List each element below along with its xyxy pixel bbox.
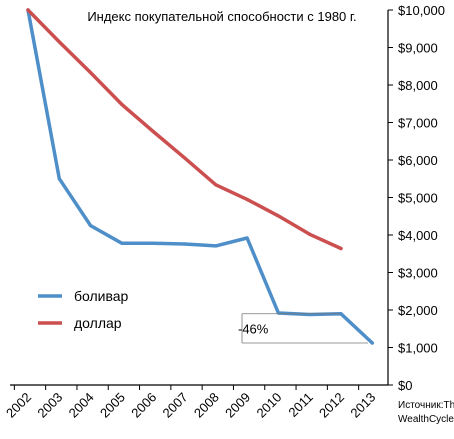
x-tick-label: 2002 [3,390,34,421]
x-tick-label: 2007 [160,390,191,421]
y-tick-label: $0 [398,378,412,393]
series-layer [26,8,375,345]
data-point [57,177,61,181]
y-tick-label: $6,000 [398,153,438,168]
x-tick-label: 2006 [128,390,159,421]
data-point [182,156,187,160]
source-note-line: Источник:The [398,400,454,411]
data-point [89,71,93,75]
data-point [308,232,312,236]
x-tick-label: 2005 [97,390,128,421]
data-point [214,244,218,248]
chart-title: Индекс покупательной способности с 1980 … [87,9,356,24]
x-tick-label: 2004 [66,390,97,421]
x-tick-label: 2012 [316,390,347,421]
legend-label-2: доллар [74,315,122,331]
y-tick-label: $2,000 [398,303,438,318]
source-note-line: WealthCycles [398,414,454,425]
data-point [276,214,280,218]
annotation-layer: -46% [238,313,368,344]
y-tick-label: $4,000 [398,228,438,243]
legend-label-1: боливар [74,288,129,304]
data-point [370,341,374,345]
x-tick-label: 2003 [34,390,65,421]
axes: $0 $1,000 $2,000 $3,000 $4,000 $5,000 $6,000 $7… [3,3,445,421]
x-tick-label: 2009 [222,390,253,421]
data-point [120,241,124,245]
x-tick-label: 2008 [191,390,222,421]
y-tick-label: $8,000 [398,78,438,93]
data-point [120,102,124,107]
data-point [339,312,343,316]
data-point [214,183,218,187]
x-tick-label: 2011 [285,390,315,420]
y-tick-label: $9,000 [398,41,438,56]
data-point [151,241,155,245]
legend: боливар доллар [38,288,129,331]
data-point [57,40,61,44]
y-tick-label: $5,000 [398,191,438,206]
data-point [245,236,249,240]
y-tick-label: $3,000 [398,266,438,281]
data-point [245,197,249,201]
data-point [89,224,93,228]
y-tick-label: $7,000 [398,116,438,131]
annotation-label: -46% [238,321,269,336]
x-tick-label: 2010 [253,390,284,421]
data-point [26,8,30,12]
data-point [182,242,187,246]
x-tick-label: 2013 [347,390,378,421]
data-point [151,129,155,134]
data-point [339,246,343,251]
series-line-2 [26,8,343,251]
series-line-1 [26,8,375,345]
y-tick-label: $1,000 [398,341,438,356]
source-note: Источник:The WealthCycles [398,400,454,425]
y-tick-label: $10,000 [398,3,445,18]
